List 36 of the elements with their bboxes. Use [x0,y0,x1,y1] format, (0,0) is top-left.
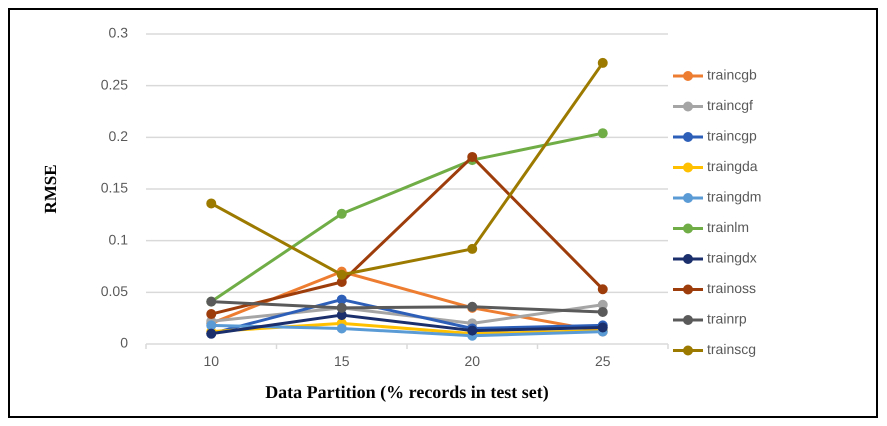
point [467,244,478,254]
point [598,306,608,317]
x-tick-label: 15 [334,353,350,369]
x-tick-label: 10 [203,353,220,369]
legend-label: trainoss [707,280,756,296]
point [598,128,608,138]
y-tick-label: 0.3 [108,24,128,41]
x-tick-label: 20 [464,353,480,369]
point [598,58,608,68]
point [206,309,216,320]
y-axis-title: RMSE [41,164,60,214]
point [336,270,347,280]
legend-label: traincgf [707,97,754,114]
y-tick-label: 0.1 [108,231,128,248]
y-tick-label: 0.05 [100,283,128,300]
legend-label: traincgb [707,66,758,83]
point [598,284,608,294]
x-tick-label: 25 [594,353,611,369]
point [336,208,347,219]
legend-label: traincgp [707,128,758,144]
legend-label: trainlm [707,219,750,236]
y-tick-label: 0.25 [100,76,128,92]
legend-label: traingda [707,158,758,174]
point [206,198,216,208]
legend-label: traingdm [707,188,762,205]
point [336,324,347,334]
y-tick-label: 0.2 [108,128,128,144]
legend-label: trainrp [707,310,747,327]
y-tick-label: 0.15 [100,180,128,196]
x-axis-title: Data Partition (% records in test set) [265,382,549,402]
y-tick-label: 0 [120,334,128,351]
legend-label: traingdx [707,250,757,266]
point [336,294,347,305]
point [467,326,478,336]
legend-label: trainscg [707,341,756,358]
point [467,152,478,162]
